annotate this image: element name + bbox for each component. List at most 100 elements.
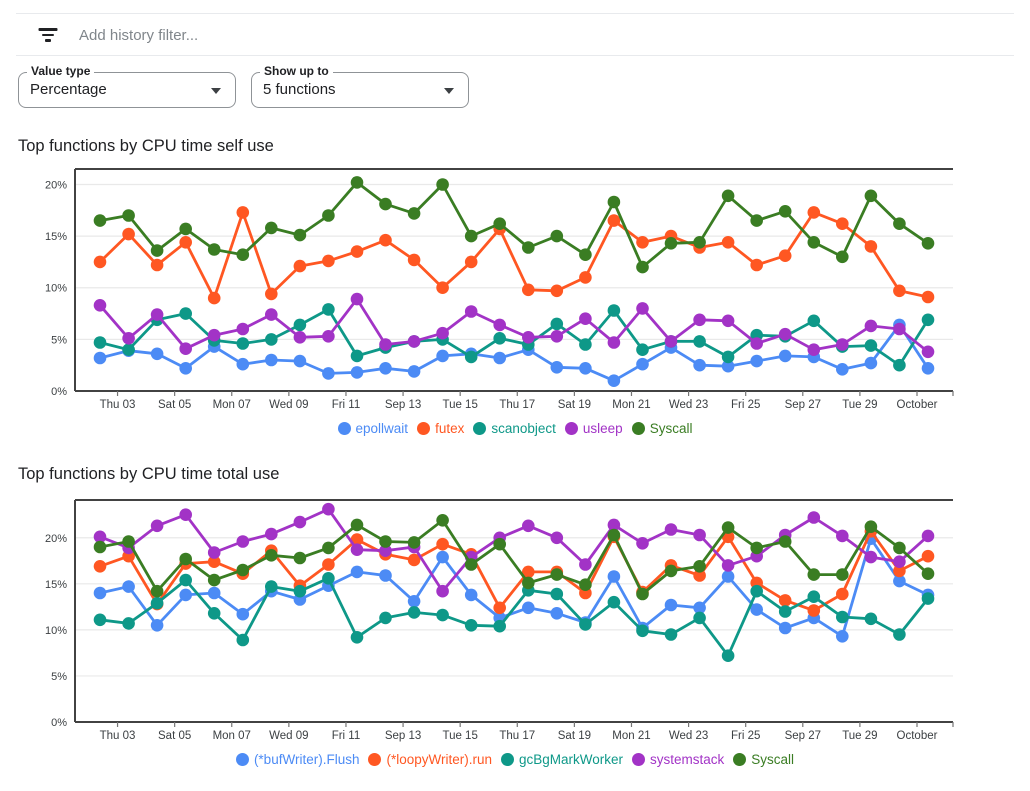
data-point <box>179 573 192 587</box>
data-point <box>407 606 421 619</box>
x-tick-label: Wed 23 <box>669 399 708 411</box>
data-point <box>150 244 164 257</box>
data-point <box>93 336 107 349</box>
data-point <box>493 351 507 365</box>
data-point <box>893 555 906 568</box>
data-point <box>836 250 849 264</box>
data-point <box>893 284 906 298</box>
data-point <box>721 521 735 534</box>
data-point <box>664 598 678 612</box>
data-point <box>893 574 906 588</box>
y-tick-label: 10% <box>45 283 67 295</box>
x-tick-label: Fri 11 <box>332 399 361 411</box>
legend-label: Syscall <box>649 421 693 436</box>
data-point <box>379 338 392 351</box>
x-tick-label: Fri 25 <box>731 730 760 742</box>
data-point <box>807 568 821 581</box>
y-tick-label: 15% <box>45 231 67 243</box>
cpu-self-chart[interactable]: 0% 5% 10% 15% 20% Thu 03 Sat 05 Mon 07 Wed 09 Fri… <box>0 163 1010 415</box>
history-filter-input[interactable] <box>77 25 501 45</box>
data-point <box>207 328 221 342</box>
data-point <box>522 601 535 615</box>
data-point <box>179 552 192 566</box>
data-point <box>322 558 335 571</box>
data-point <box>807 343 821 356</box>
data-point <box>921 592 935 605</box>
data-point <box>693 528 706 542</box>
data-point <box>864 240 878 253</box>
legend-label: futex <box>435 421 465 436</box>
data-point <box>464 255 478 269</box>
data-point <box>579 558 592 571</box>
data-point <box>778 621 792 635</box>
cpu-total-chart[interactable]: 0% 5% 10% 15% 20% Thu 03 Sat 05 Mon 07 Wed 09 Fri… <box>0 494 1010 746</box>
data-point <box>693 236 706 249</box>
data-point <box>322 572 335 585</box>
data-point <box>522 576 535 590</box>
x-tick-label: Sep 13 <box>385 399 421 411</box>
data-point <box>150 347 164 361</box>
data-point <box>750 584 763 598</box>
data-point <box>379 535 392 548</box>
data-point <box>836 529 849 543</box>
data-point <box>350 292 364 306</box>
data-point <box>607 518 621 532</box>
x-tick-label: Tue 15 <box>442 399 477 411</box>
data-point <box>265 580 278 593</box>
data-point <box>207 555 221 568</box>
data-point <box>322 502 335 516</box>
data-point <box>350 349 364 363</box>
data-point <box>293 331 307 344</box>
x-tick-label: Wed 09 <box>269 730 308 742</box>
data-point <box>236 322 250 336</box>
data-point <box>522 565 535 579</box>
dropdown-caret-icon <box>211 88 221 94</box>
legend-label: (*bufWriter).Flush <box>253 752 360 767</box>
data-point <box>293 354 307 368</box>
x-tick-label: Mon 21 <box>612 730 650 742</box>
data-point <box>693 560 706 573</box>
x-tick-label: Sep 27 <box>785 399 821 411</box>
value-type-value: Percentage <box>30 81 107 98</box>
data-point <box>407 536 421 549</box>
data-point <box>236 535 250 548</box>
data-point <box>407 207 421 220</box>
top-divider <box>16 13 1014 14</box>
data-point <box>636 302 649 315</box>
series-Syscall <box>93 176 935 274</box>
data-point <box>293 551 307 565</box>
legend-item-Syscall: Syscall <box>631 421 693 436</box>
x-tick-label: Sat 05 <box>158 399 191 411</box>
data-point <box>664 335 678 348</box>
data-point <box>350 631 364 644</box>
legend-label: usleep <box>582 421 623 436</box>
legend-dot-icon <box>417 422 431 435</box>
data-point <box>921 567 935 580</box>
data-point <box>607 336 621 349</box>
data-point <box>322 330 335 343</box>
cpu-self-chart-legend: epollwait futex scanobject usleep Syscall <box>0 421 1030 436</box>
data-point <box>664 564 678 578</box>
data-point <box>436 584 449 598</box>
data-point <box>93 613 107 627</box>
value-type-select[interactable]: Value type Percentage <box>18 64 236 108</box>
data-point <box>807 236 821 249</box>
x-tick-label: Tue 29 <box>842 399 877 411</box>
data-point <box>150 258 164 272</box>
data-point <box>750 603 763 616</box>
legend-label: epollwait <box>355 421 409 436</box>
data-point <box>664 523 678 536</box>
legend-dot-icon <box>733 753 747 766</box>
data-point <box>265 333 278 346</box>
data-point <box>293 228 307 242</box>
cpu-total-chart-legend: (*bufWriter).Flush (*loopyWriter).run gcBg… <box>0 752 1030 767</box>
data-point <box>207 607 221 620</box>
y-tick-label: 20% <box>45 533 67 545</box>
data-point <box>236 206 250 219</box>
legend-label: (*loopyWriter).run <box>386 752 492 767</box>
show-up-to-select[interactable]: Show up to 5 functions <box>251 64 469 108</box>
data-point <box>636 260 649 274</box>
data-point <box>893 628 906 641</box>
data-point <box>464 350 478 364</box>
